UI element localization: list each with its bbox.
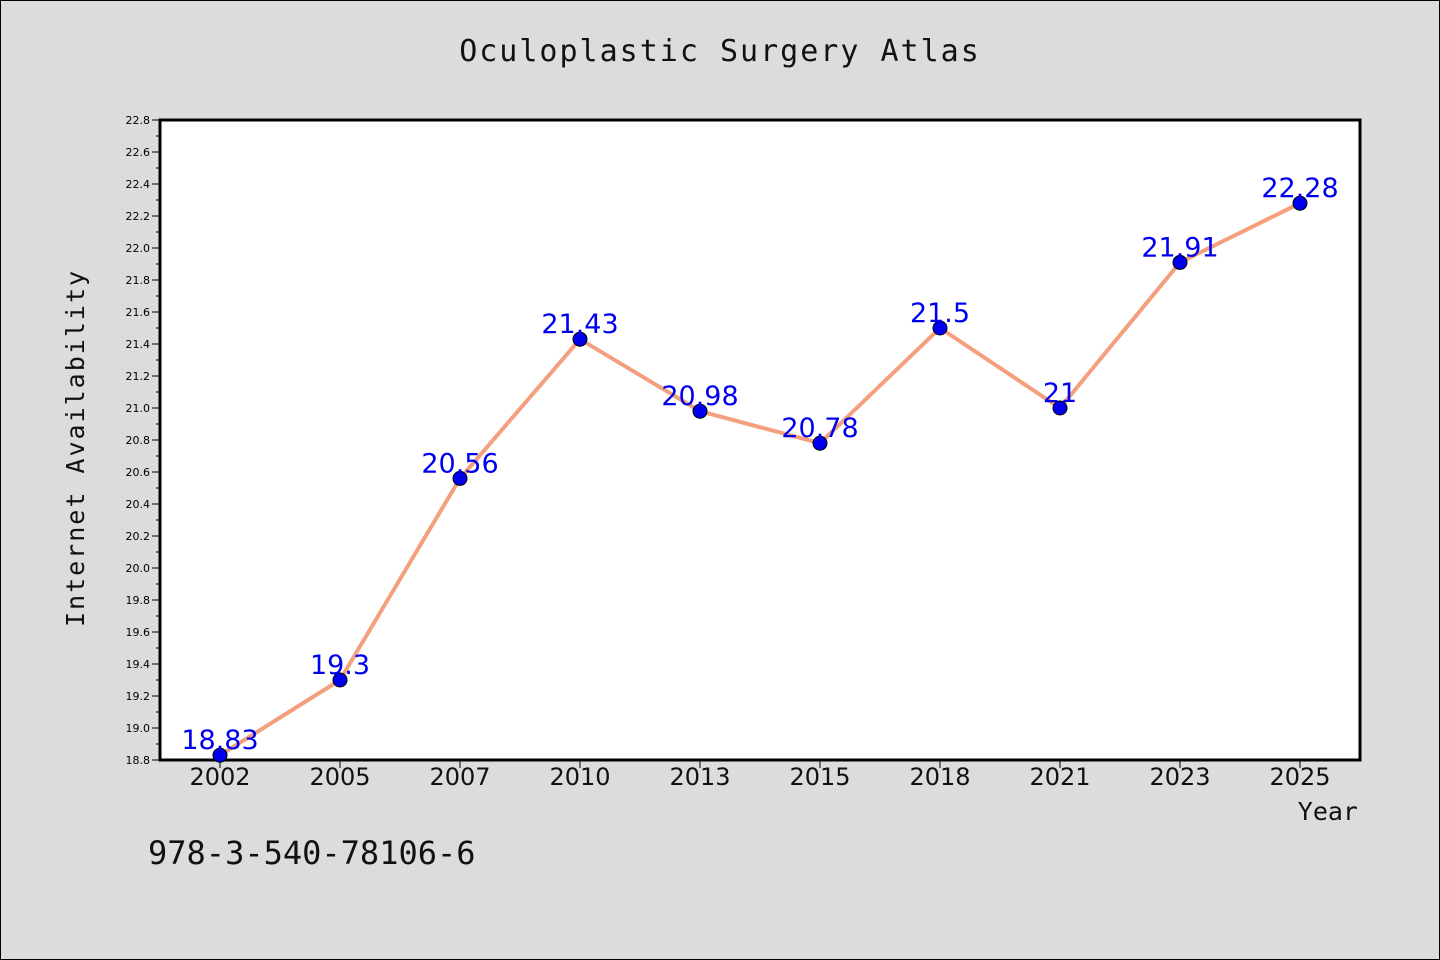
y-tick-label: 18.8 <box>126 754 151 767</box>
x-tick-label: 2018 <box>909 763 970 791</box>
x-tick-label: 2021 <box>1029 763 1090 791</box>
y-tick-label: 19.2 <box>126 690 151 703</box>
data-label: 21.43 <box>541 309 618 340</box>
x-axis-label: Year <box>1298 797 1358 826</box>
data-point <box>692 403 708 419</box>
y-tick-label: 19.4 <box>126 658 151 671</box>
y-axis-label: Internet Availability <box>61 269 90 627</box>
series-line <box>218 201 1301 757</box>
data-label: 21.5 <box>910 298 970 329</box>
data-point <box>452 470 468 486</box>
y-axis: 18.8 19.0 19.2 19.4 19.6 19.8 20.0 20.2 20.4 20.6… <box>126 114 160 767</box>
y-tick-label: 20.0 <box>126 562 151 575</box>
y-tick-label: 20.8 <box>126 434 151 447</box>
y-tick-label: 19.0 <box>126 722 151 735</box>
data-point <box>1172 254 1188 270</box>
y-tick-label: 22.4 <box>126 178 151 191</box>
y-tick-label: 20.2 <box>126 530 151 543</box>
footer-code: 978-3-540-78106-6 <box>148 834 476 872</box>
series-group: 18.83 19.3 20.56 21.43 20.98 20.78 21.5 21 21.91… <box>181 173 1339 763</box>
y-tick-label: 19.6 <box>126 626 151 639</box>
data-label: 18.83 <box>181 725 258 756</box>
y-tick-label: 22.6 <box>126 146 151 159</box>
y-tick-label: 22.8 <box>126 114 151 127</box>
x-tick-label: 2005 <box>309 763 370 791</box>
y-tick-label: 22.0 <box>126 242 151 255</box>
data-label: 22.28 <box>1261 173 1338 204</box>
y-tick-label: 21.6 <box>126 306 151 319</box>
data-point <box>812 435 828 451</box>
x-tick-label: 2023 <box>1149 763 1210 791</box>
y-tick-label: 21.4 <box>126 338 151 351</box>
x-tick-label: 2007 <box>429 763 490 791</box>
y-tick-label: 20.6 <box>126 466 151 479</box>
data-label: 20.98 <box>661 381 738 412</box>
plot-area <box>158 118 1362 762</box>
y-tick-label: 21.8 <box>126 274 151 287</box>
data-point <box>332 672 348 688</box>
data-point <box>1292 195 1308 211</box>
x-tick-label: 2013 <box>669 763 730 791</box>
x-tick-label: 2010 <box>549 763 610 791</box>
y-tick-label: 21.0 <box>126 402 151 415</box>
data-label: 19.3 <box>310 650 370 681</box>
data-point <box>932 320 948 336</box>
data-label: 20.56 <box>421 448 498 479</box>
data-point <box>212 747 228 763</box>
data-label: 21.91 <box>1141 232 1218 263</box>
y-tick-label: 20.4 <box>126 498 151 511</box>
chart-title: Oculoplastic Surgery Atlas <box>459 34 981 69</box>
x-tick-label: 2015 <box>789 763 850 791</box>
y-tick-label: 21.2 <box>126 370 151 383</box>
data-point <box>1052 400 1068 416</box>
data-label: 21 <box>1043 378 1077 409</box>
x-tick-label: 2025 <box>1269 763 1330 791</box>
y-tick-label: 19.8 <box>126 594 151 607</box>
x-tick-label: 2002 <box>189 763 250 791</box>
data-point <box>572 331 588 347</box>
y-tick-label: 22.2 <box>126 210 151 223</box>
data-label: 20.78 <box>781 413 858 444</box>
x-axis: 2002 2005 2007 2010 2013 2015 2018 2021 2023 2025 <box>189 760 1331 791</box>
